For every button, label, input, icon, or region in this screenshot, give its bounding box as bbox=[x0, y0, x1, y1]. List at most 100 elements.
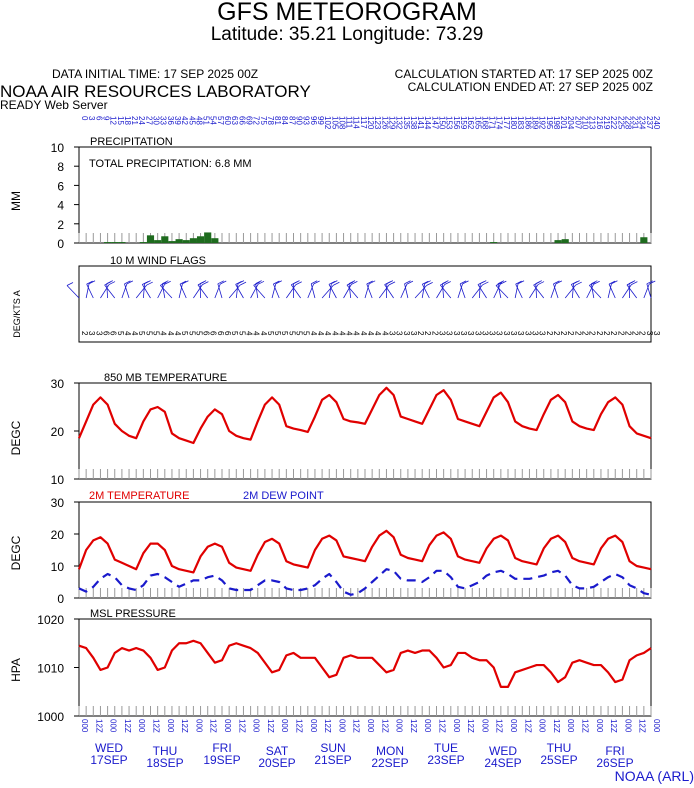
date-label: 18SEP bbox=[146, 756, 183, 770]
wind-barb bbox=[290, 284, 301, 299]
y-tick-label: 20 bbox=[51, 528, 65, 542]
wind-barb bbox=[135, 284, 148, 299]
top-hour-label: 9 bbox=[101, 116, 110, 121]
y-tick-label: 10 bbox=[51, 560, 65, 574]
wind-speed-label: 4 bbox=[252, 331, 261, 336]
top-hour-label: 171 bbox=[488, 116, 497, 130]
wind-barb bbox=[86, 283, 94, 299]
wind-barb-flag bbox=[217, 280, 225, 285]
wind-barb-flag bbox=[459, 280, 467, 285]
wind-speed-label: 3 bbox=[387, 331, 396, 336]
top-hour-label: 72 bbox=[252, 116, 261, 125]
bottom-hour-label: 000 bbox=[538, 719, 547, 733]
top-hour-label: 48 bbox=[194, 116, 203, 125]
bottom-hour-label: 000 bbox=[137, 719, 146, 733]
wind-speed-label: 4 bbox=[309, 331, 318, 336]
wind-speed-label: 5 bbox=[295, 331, 304, 336]
top-hour-label: 228 bbox=[623, 116, 632, 130]
top-hour-label: 180 bbox=[509, 116, 518, 130]
wind-barb bbox=[457, 283, 463, 299]
wind-speed-label: 4 bbox=[166, 331, 175, 336]
wind-barb-flag bbox=[384, 281, 391, 286]
wind-speed-label: 5 bbox=[302, 331, 311, 336]
wind-barb bbox=[255, 283, 259, 299]
panel-frame bbox=[78, 265, 652, 343]
wind-barb bbox=[66, 285, 80, 299]
precip-bar bbox=[554, 240, 562, 243]
day-of-week-label: TUE bbox=[434, 741, 458, 755]
top-hour-label: 87 bbox=[287, 116, 296, 125]
precip-bar bbox=[175, 239, 183, 243]
lat-lon-label: Latitude: 35.21 Longitude: 73.29 bbox=[210, 24, 484, 45]
wind-barb bbox=[235, 284, 244, 299]
wind-barb-flag bbox=[146, 281, 153, 286]
panel-frame bbox=[78, 382, 652, 480]
top-hour-label: 90 bbox=[295, 116, 304, 125]
wind-barb-flag bbox=[328, 280, 336, 285]
data-initial-time: DATA INITIAL TIME: 17 SEP 2025 00Z bbox=[52, 67, 259, 81]
wind-barb bbox=[250, 284, 259, 299]
top-hour-label: 15 bbox=[116, 116, 125, 125]
wind-barb bbox=[142, 283, 146, 299]
day-of-week-label: MON bbox=[376, 744, 404, 758]
top-hour-label: 81 bbox=[273, 116, 282, 125]
bottom-hour-label: 000 bbox=[566, 719, 575, 733]
wind-barb-flag bbox=[235, 281, 242, 285]
precip-bar bbox=[189, 238, 197, 243]
bottom-hour-label: 12Z bbox=[581, 719, 590, 733]
date-label: 26SEP bbox=[596, 756, 633, 770]
legend-dew: 2M DEW POINT bbox=[243, 490, 324, 502]
wind-barb-flag bbox=[591, 280, 598, 285]
wind-speed-label: 2 bbox=[623, 331, 632, 336]
bottom-hour-label: 12Z bbox=[638, 719, 647, 733]
wind-speed-label: 4 bbox=[373, 331, 382, 336]
precip-bar bbox=[139, 242, 147, 243]
wind-barb-flag bbox=[164, 280, 171, 285]
wind-barb-flag bbox=[368, 280, 376, 285]
precip-bar bbox=[118, 242, 126, 243]
wind-speed-label: 4 bbox=[359, 331, 368, 336]
y-tick-label: 20 bbox=[51, 425, 65, 439]
wind-barb-flag bbox=[500, 280, 507, 285]
wind-speed-label: 6 bbox=[202, 331, 211, 336]
wind-barb bbox=[310, 283, 316, 299]
wind-barb-flag bbox=[88, 280, 96, 285]
wind-speed-label: 6 bbox=[101, 331, 110, 336]
top-hour-label: 93 bbox=[302, 116, 311, 125]
wind-speed-label: 3 bbox=[445, 331, 454, 336]
wind-barb bbox=[608, 283, 616, 299]
bottom-hour-label: 000 bbox=[80, 719, 89, 733]
wind-speed-label: 4 bbox=[330, 331, 339, 336]
pressure-line bbox=[78, 639, 652, 689]
wind-barb bbox=[157, 284, 166, 299]
day-of-week-label: SAT bbox=[266, 744, 289, 758]
wind-speed-label: 4 bbox=[123, 331, 132, 336]
wind-barb bbox=[106, 283, 108, 299]
top-hour-label: 174 bbox=[495, 116, 504, 130]
wind-speed-label: 4 bbox=[380, 331, 389, 336]
wind-barb bbox=[161, 283, 166, 299]
wind-barb-flag bbox=[124, 280, 131, 285]
top-hour-label: 192 bbox=[538, 116, 547, 130]
wind-speed-label: 2 bbox=[581, 331, 590, 336]
wind-barb-flag bbox=[482, 281, 489, 286]
wind-speed-label: 3 bbox=[652, 331, 661, 336]
precip-bar bbox=[154, 240, 162, 243]
wind-barb-flag bbox=[444, 281, 451, 285]
top-hour-label: 162 bbox=[466, 116, 475, 130]
wind-barb bbox=[643, 283, 650, 299]
y-tick-label: 1000 bbox=[37, 710, 64, 724]
wind-speed-label: 4 bbox=[337, 331, 346, 336]
wind-speed-label: 4 bbox=[173, 331, 182, 336]
bottom-hour-label: 000 bbox=[595, 719, 604, 733]
wind-speed-label: 4 bbox=[352, 331, 361, 336]
wind-barb-flag bbox=[424, 280, 431, 285]
wind-barb-flag bbox=[533, 281, 540, 286]
top-hour-label: 102 bbox=[323, 116, 332, 130]
bottom-hour-label: 12Z bbox=[352, 719, 361, 733]
precip-bar bbox=[182, 240, 190, 243]
top-hour-label: 78 bbox=[266, 116, 275, 125]
bottom-hour-label: 12Z bbox=[323, 719, 332, 733]
wind-barb bbox=[178, 283, 183, 299]
wind-barb-flag bbox=[182, 280, 189, 285]
